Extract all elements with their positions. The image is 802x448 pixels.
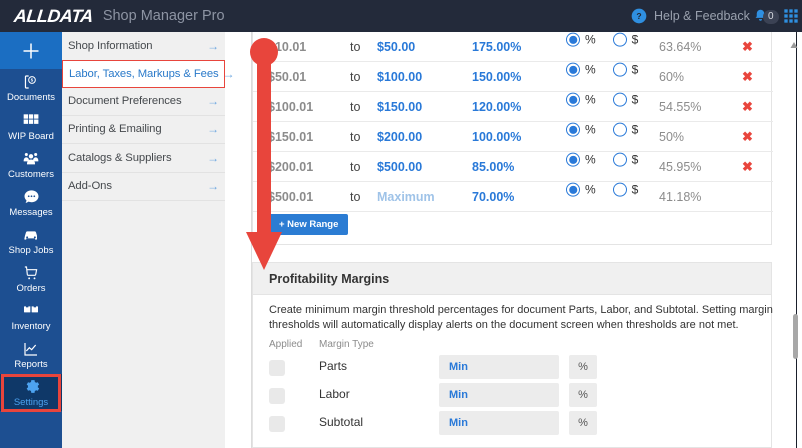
svg-text:?: ? bbox=[636, 11, 641, 21]
